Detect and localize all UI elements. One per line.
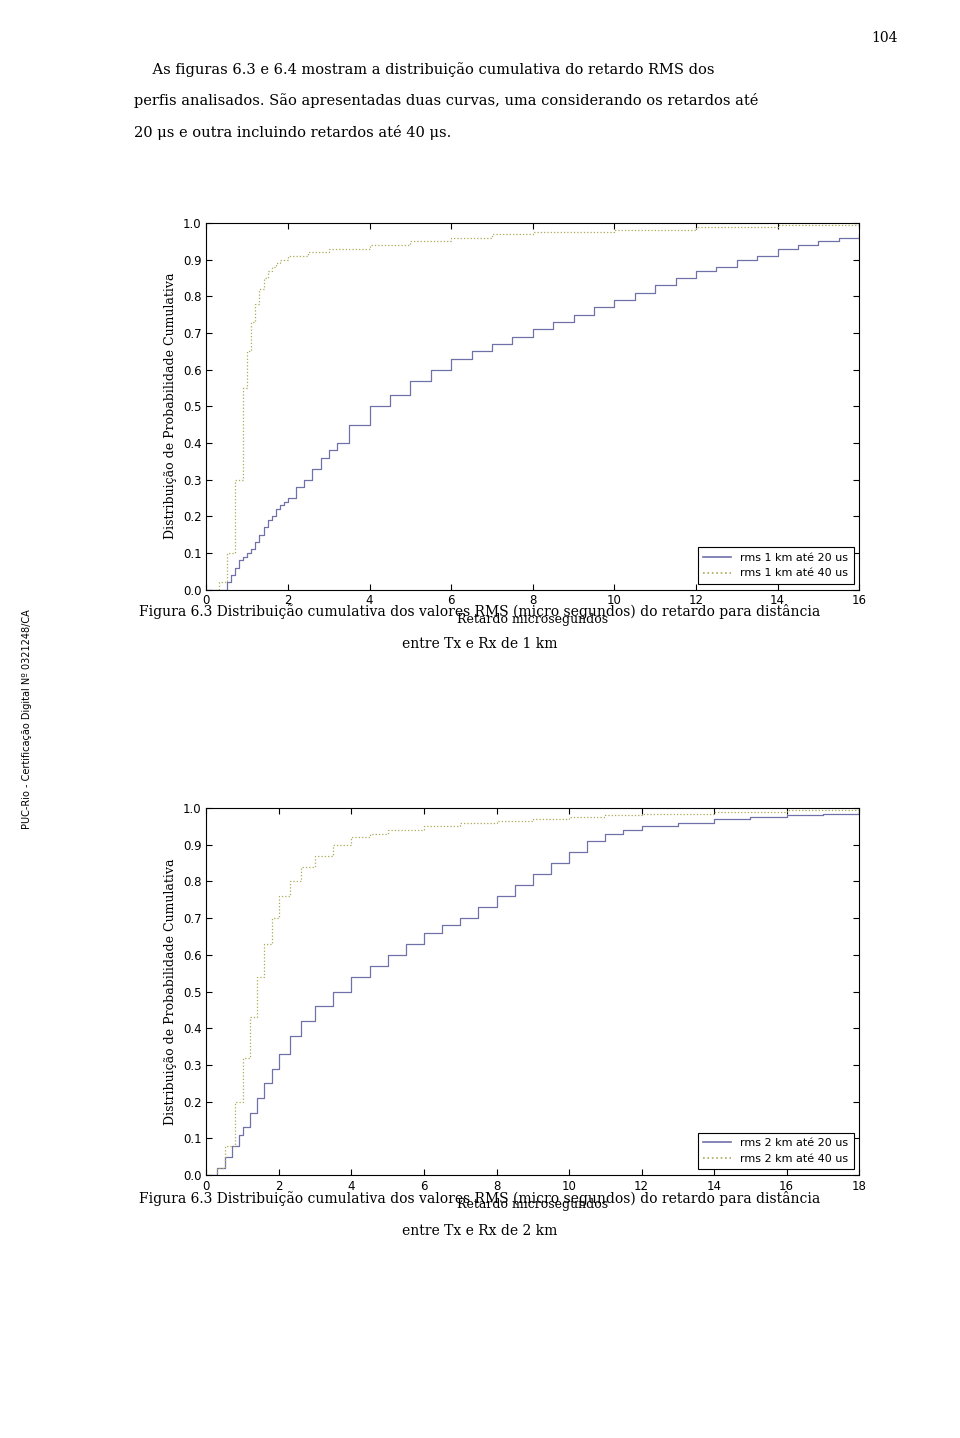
X-axis label: Retardo microsegundos: Retardo microsegundos (457, 1198, 609, 1211)
Text: entre Tx e Rx de 2 km: entre Tx e Rx de 2 km (402, 1224, 558, 1238)
Text: As figuras 6.3 e 6.4 mostram a distribuição cumulativa do retardo RMS dos: As figuras 6.3 e 6.4 mostram a distribui… (134, 62, 715, 76)
Text: entre Tx e Rx de 1 km: entre Tx e Rx de 1 km (402, 637, 558, 651)
Text: Figura 6.3 Distribuição cumulativa dos valores RMS (micro segundos) do retardo p: Figura 6.3 Distribuição cumulativa dos v… (139, 604, 821, 618)
Text: PUC-Rio - Certificação Digital Nº 0321248/CA: PUC-Rio - Certificação Digital Nº 032124… (22, 610, 32, 828)
Y-axis label: Distribuição de Probabilidade Cumulativa: Distribuição de Probabilidade Cumulativa (164, 273, 178, 539)
Text: Figura 6.3 Distribuição cumulativa dos valores RMS (micro segundos) do retardo p: Figura 6.3 Distribuição cumulativa dos v… (139, 1191, 821, 1205)
Text: 20 μs e outra incluindo retardos até 40 μs.: 20 μs e outra incluindo retardos até 40 … (134, 125, 451, 139)
Legend: rms 1 km até 20 us, rms 1 km até 40 us: rms 1 km até 20 us, rms 1 km até 40 us (698, 548, 853, 584)
Legend: rms 2 km até 20 us, rms 2 km até 40 us: rms 2 km até 20 us, rms 2 km até 40 us (698, 1133, 853, 1169)
X-axis label: Retardo microsegundos: Retardo microsegundos (457, 613, 609, 626)
Text: perfis analisados. São apresentadas duas curvas, uma considerando os retardos at: perfis analisados. São apresentadas duas… (134, 93, 758, 108)
Text: 104: 104 (871, 30, 898, 45)
Y-axis label: Distribuição de Probabilidade Cumulativa: Distribuição de Probabilidade Cumulativa (164, 858, 178, 1125)
